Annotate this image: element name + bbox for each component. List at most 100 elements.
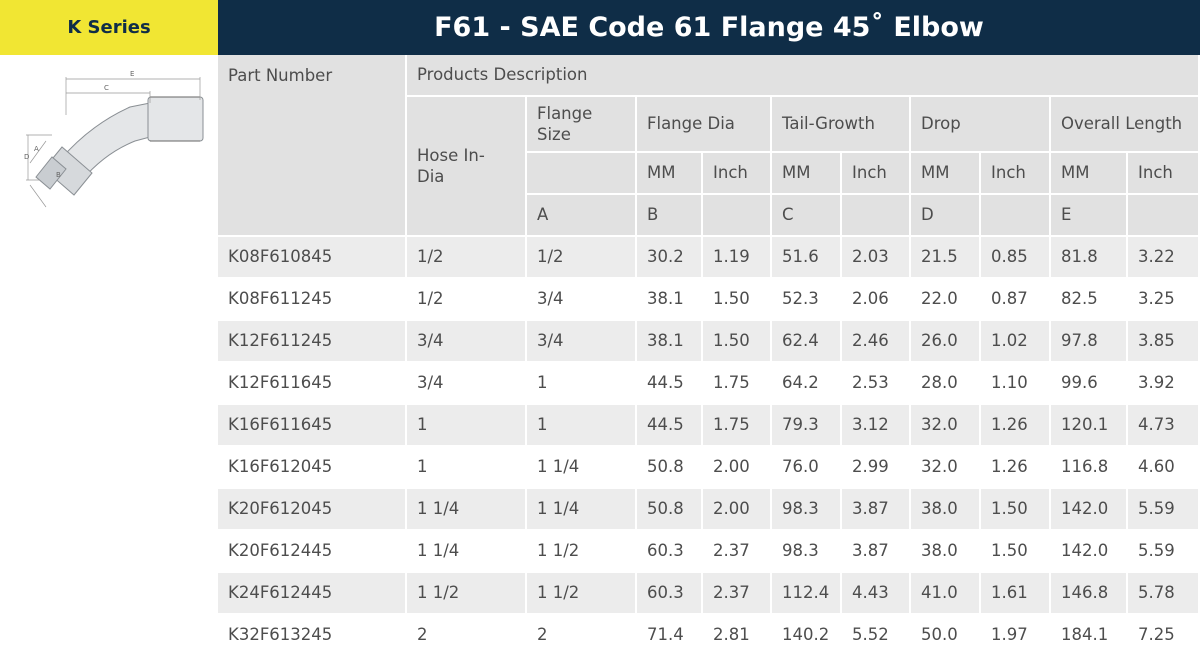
table-cell: 1 1/2 <box>527 531 637 573</box>
dim-label: D <box>24 153 29 161</box>
part-number: K12F611245 <box>218 321 407 363</box>
table-cell: 2 <box>407 615 527 657</box>
table-cell: 38.0 <box>911 489 981 531</box>
table-cell: 81.8 <box>1051 237 1128 279</box>
table-cell: 1.61 <box>981 573 1051 615</box>
table-cell: 2.03 <box>842 237 911 279</box>
part-number: K16F612045 <box>218 447 407 489</box>
table-cell: 51.6 <box>772 237 842 279</box>
table-cell: 146.8 <box>1051 573 1128 615</box>
table-cell: 1.26 <box>981 405 1051 447</box>
table-cell: 2.37 <box>703 531 772 573</box>
dimension-letter: D <box>911 195 981 237</box>
empty-cell <box>527 153 637 195</box>
unit-header: MM <box>772 153 842 195</box>
series-label: K Series <box>0 0 218 55</box>
group-header: Drop <box>911 97 1051 153</box>
empty-cell <box>981 195 1051 237</box>
group-header: Tail-Growth <box>772 97 911 153</box>
table-cell: 3.85 <box>1128 321 1200 363</box>
table-cell: 26.0 <box>911 321 981 363</box>
table-cell: 50.8 <box>637 489 703 531</box>
empty-cell <box>842 195 911 237</box>
table-cell: 0.85 <box>981 237 1051 279</box>
table-cell: 3.87 <box>842 531 911 573</box>
table-cell: 38.1 <box>637 321 703 363</box>
table-cell: 79.3 <box>772 405 842 447</box>
part-number: K08F610845 <box>218 237 407 279</box>
table-cell: 2.37 <box>703 573 772 615</box>
table-cell: 1 <box>407 447 527 489</box>
table-cell: 71.4 <box>637 615 703 657</box>
table-cell: 1/2 <box>407 237 527 279</box>
unit-header: Inch <box>1128 153 1200 195</box>
table-cell: 1.19 <box>703 237 772 279</box>
table-cell: 1.02 <box>981 321 1051 363</box>
table-cell: 1 <box>527 405 637 447</box>
part-number: K12F611645 <box>218 363 407 405</box>
table-cell: 41.0 <box>911 573 981 615</box>
dimension-letter: B <box>637 195 703 237</box>
part-number: K20F612445 <box>218 531 407 573</box>
part-number: K16F611645 <box>218 405 407 447</box>
dim-label: E <box>130 70 134 78</box>
table-cell: 3/4 <box>527 279 637 321</box>
table-cell: 2.99 <box>842 447 911 489</box>
unit-header: Inch <box>703 153 772 195</box>
table-cell: 116.8 <box>1051 447 1128 489</box>
table-cell: 1 1/4 <box>527 447 637 489</box>
dimension-letter: A <box>527 195 637 237</box>
table-cell: 0.87 <box>981 279 1051 321</box>
group-header: Overall Length <box>1051 97 1200 153</box>
table-cell: 2.81 <box>703 615 772 657</box>
table-cell: 4.73 <box>1128 405 1200 447</box>
table-cell: 5.52 <box>842 615 911 657</box>
table-cell: 1.50 <box>981 531 1051 573</box>
table-cell: 1.50 <box>703 321 772 363</box>
table-cell: 2.53 <box>842 363 911 405</box>
table-cell: 1.50 <box>981 489 1051 531</box>
table-cell: 50.8 <box>637 447 703 489</box>
table-cell: 82.5 <box>1051 279 1128 321</box>
table-cell: 142.0 <box>1051 489 1128 531</box>
table-cell: 1 1/4 <box>407 531 527 573</box>
table-cell: 98.3 <box>772 489 842 531</box>
table-cell: 120.1 <box>1051 405 1128 447</box>
page-title: F61 - SAE Code 61 Flange 45˚ Elbow <box>218 0 1200 55</box>
table-cell: 52.3 <box>772 279 842 321</box>
table-cell: 1.10 <box>981 363 1051 405</box>
table-cell: 32.0 <box>911 405 981 447</box>
table-cell: 38.1 <box>637 279 703 321</box>
part-number: K20F612045 <box>218 489 407 531</box>
table-cell: 1.75 <box>703 405 772 447</box>
table-cell: 3.12 <box>842 405 911 447</box>
table-cell: 7.25 <box>1128 615 1200 657</box>
header-text: Hose In-Dia <box>417 145 485 186</box>
table-cell: 1 1/2 <box>407 573 527 615</box>
table-cell: 22.0 <box>911 279 981 321</box>
table-cell: 44.5 <box>637 363 703 405</box>
column-header: Products Description <box>407 55 1200 97</box>
unit-header: MM <box>637 153 703 195</box>
table-cell: 3/4 <box>407 363 527 405</box>
dimension-letter: C <box>772 195 842 237</box>
dimension-letter: E <box>1051 195 1128 237</box>
table-cell: 1 1/4 <box>407 489 527 531</box>
table-cell: 1/2 <box>407 279 527 321</box>
dim-label: A <box>34 145 39 153</box>
table-cell: 1 <box>527 363 637 405</box>
table-cell: 1 1/2 <box>527 573 637 615</box>
empty-cell <box>703 195 772 237</box>
table-cell: 44.5 <box>637 405 703 447</box>
table-cell: 3.22 <box>1128 237 1200 279</box>
table-cell: 1.26 <box>981 447 1051 489</box>
table-cell: 97.8 <box>1051 321 1128 363</box>
unit-header: MM <box>911 153 981 195</box>
table-cell: 4.43 <box>842 573 911 615</box>
dim-label: B <box>56 171 61 179</box>
table-cell: 3.87 <box>842 489 911 531</box>
part-number: K24F612445 <box>218 573 407 615</box>
table-cell: 4.60 <box>1128 447 1200 489</box>
empty-cell <box>1128 195 1200 237</box>
